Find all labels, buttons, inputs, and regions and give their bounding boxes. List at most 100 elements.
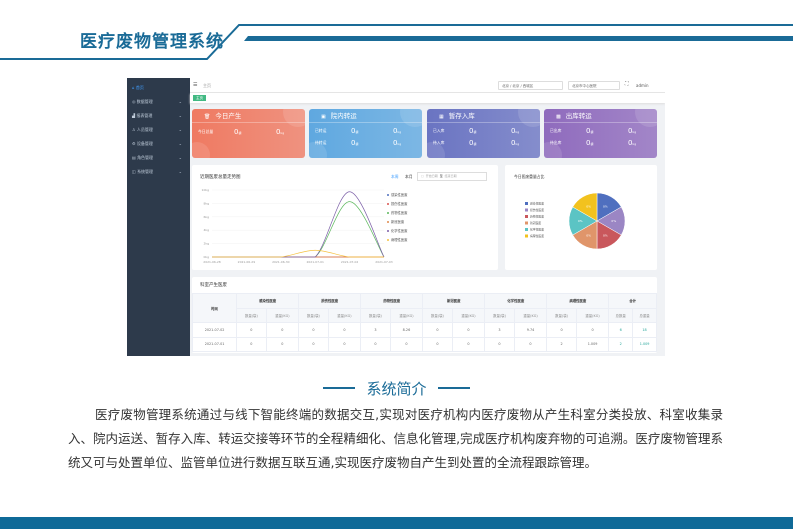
legend-label[interactable]: 化学性医废 (391, 228, 408, 233)
device-icon: ⚙ (132, 141, 136, 146)
legend-label[interactable]: 损伤性医废 (530, 208, 544, 212)
sidebar-item-0[interactable]: ⌂ 首页 (127, 81, 190, 95)
slice-label: 0% (603, 234, 608, 238)
legend-label[interactable]: 新冠医废 (391, 219, 405, 224)
table-cell: 0 (513, 336, 548, 352)
intro-text: 医疗废物管理系统通过与线下智能终端的数据交互,实现对医疗机构内医疗废物从产生科室… (68, 407, 723, 470)
slice-label: 0% (586, 234, 591, 238)
x-tick-label: 2021-06-28 (203, 260, 221, 264)
weight-value: 0 (511, 139, 516, 147)
region-select[interactable]: 北京 / 北京 / 西城区 (498, 81, 563, 90)
group-header: 病理性医废 (546, 293, 610, 309)
series-line (212, 201, 385, 258)
slice-label: 0% (611, 219, 616, 223)
weight-unit: kg (397, 130, 402, 134)
count-value: 0 (351, 139, 356, 147)
data-icon: ◎ (132, 99, 136, 104)
row-label: 已出库 (550, 128, 562, 133)
group-header: 化学性医废 (484, 293, 548, 309)
group-header: 合计 (608, 293, 657, 309)
group-header: 感染性医废 (236, 293, 300, 309)
legend-marker (387, 239, 389, 241)
title-dash-left (323, 387, 355, 389)
legend-marker (525, 221, 528, 225)
pie-slice[interactable] (572, 192, 598, 222)
y-tick-label: 0kg (203, 255, 209, 259)
legend-marker (387, 221, 389, 223)
tab-week[interactable]: 本周 (391, 174, 399, 179)
legend-label[interactable]: 损伤性医废 (391, 201, 408, 206)
sidebar-item-4[interactable]: ⚙ 设备管理 ⌄ (127, 137, 190, 151)
tags-bar: 主页 (190, 93, 665, 103)
stat-card-3[interactable]: ▩ 出库转运 已出库 0袋 0kg 待出库 0袋 0kg (544, 109, 657, 158)
settings-icon: ◫ (132, 169, 136, 174)
legend-label[interactable]: 感染性医废 (530, 202, 544, 206)
sub-header: 重量(KG) (451, 307, 486, 323)
row-label: 待入库 (433, 140, 445, 145)
table-cell: 2021-07-01 (191, 336, 238, 352)
legend-label[interactable]: 病理性医废 (391, 237, 408, 242)
legend-marker (387, 212, 389, 214)
legend-label[interactable]: 药物性医废 (530, 215, 544, 219)
stat-card-2[interactable]: ▦ 暂存入库 已入库 0袋 0kg 待入库 0袋 0kg (427, 109, 540, 158)
sidebar-item-6[interactable]: ◫ 系统管理 ⌄ (127, 165, 190, 179)
chevron-down-icon: ⌄ (178, 127, 182, 132)
user-name[interactable]: admin (636, 83, 649, 88)
table-cell: 8.26 (389, 322, 424, 338)
table-cell: 1.009 (632, 336, 657, 352)
date-range-input[interactable]: ▢ 开始日期 至 结束日期 (417, 172, 487, 181)
count-value: 0 (234, 128, 239, 136)
weight-unit: kg (515, 142, 520, 146)
table-cell: 0 (265, 322, 300, 338)
table-cell: 2 (608, 336, 634, 352)
table-cell: 0 (575, 322, 610, 338)
weight-value: 0 (393, 127, 398, 135)
table-cell: 0 (422, 336, 453, 352)
bar-chart-icon: ▟ (132, 113, 136, 118)
chevron-down-icon: ⌄ (178, 99, 182, 104)
count-value: 0 (586, 139, 591, 147)
count-unit: 袋 (473, 142, 477, 146)
weight-value: 0 (511, 127, 516, 135)
time-header: 时间 (191, 293, 238, 323)
sub-header: 数量(袋) (236, 307, 267, 323)
sidebar-item-label: 人员管理 (136, 127, 153, 132)
x-tick-label: 2021-06-30 (272, 260, 290, 264)
legend-label[interactable]: 病理性医废 (530, 234, 544, 238)
table-cell: 0 (298, 322, 329, 338)
breadcrumb[interactable]: 主页 (203, 83, 211, 88)
legend-label[interactable]: 化学性医废 (530, 228, 544, 232)
app-screenshot: ⌂ 首页 ◎ 数据管理 ⌄ ▟ 报表管理 ⌄ ♙ 人员管理 ⌄ ⚙ 设备管理 ⌄ ▤ 角色管理 ⌄ ◫… (127, 78, 665, 356)
table-cell: 0 (422, 322, 453, 338)
chevron-down-icon: ⌄ (178, 113, 182, 118)
org-select[interactable]: 北京市中心医院 (568, 81, 620, 90)
tag-home[interactable]: 主页 (193, 95, 206, 101)
sidebar-item-5[interactable]: ▤ 角色管理 ⌄ (127, 151, 190, 165)
legend-label[interactable]: 新冠医废 (530, 221, 541, 225)
sub-header: 总重量 (632, 307, 657, 323)
sub-header: 数量(袋) (422, 307, 453, 323)
menu-toggle-icon[interactable]: ☰ (193, 82, 198, 88)
table-cell: 0 (236, 322, 267, 338)
sidebar: ⌂ 首页 ◎ 数据管理 ⌄ ▟ 报表管理 ⌄ ♙ 人员管理 ⌄ ⚙ 设备管理 ⌄ ▤ 角色管理 ⌄ ◫… (127, 78, 190, 356)
fullscreen-icon[interactable]: ⛶ (625, 81, 629, 87)
legend-label[interactable]: 药物性医废 (391, 210, 408, 215)
weight-unit: kg (632, 142, 637, 146)
start-date-placeholder: 开始日期 (425, 174, 438, 178)
y-tick-label: 4kg (203, 228, 209, 232)
department-table: 时间 感染性医废 损伤性医废 药物性医废 新冠医废 化学性医废 病理性医废 合计 数量(袋) 重量… (191, 293, 657, 352)
sub-header: 数量(袋) (360, 307, 391, 323)
sidebar-item-3[interactable]: ♙ 人员管理 ⌄ (127, 123, 190, 137)
legend-label[interactable]: 感染性医废 (391, 192, 408, 197)
count-value: 0 (469, 127, 474, 135)
sub-header: 重量(KG) (327, 307, 362, 323)
tab-month[interactable]: 本月 (405, 174, 413, 179)
stat-card-1[interactable]: ▣ 院内转运 已转运 0袋 0kg 待转运 0袋 0kg (309, 109, 422, 158)
user-icon: ♙ (132, 127, 136, 132)
footer-bar (0, 517, 793, 529)
table-cell: 0 (265, 336, 300, 352)
y-tick-label: 8kg (203, 201, 209, 205)
sidebar-item-1[interactable]: ◎ 数据管理 ⌄ (127, 95, 190, 109)
sidebar-item-2[interactable]: ▟ 报表管理 ⌄ (127, 109, 190, 123)
stat-card-0[interactable]: 🗑 今日产生 今日总量 0袋 0kg (192, 109, 305, 158)
